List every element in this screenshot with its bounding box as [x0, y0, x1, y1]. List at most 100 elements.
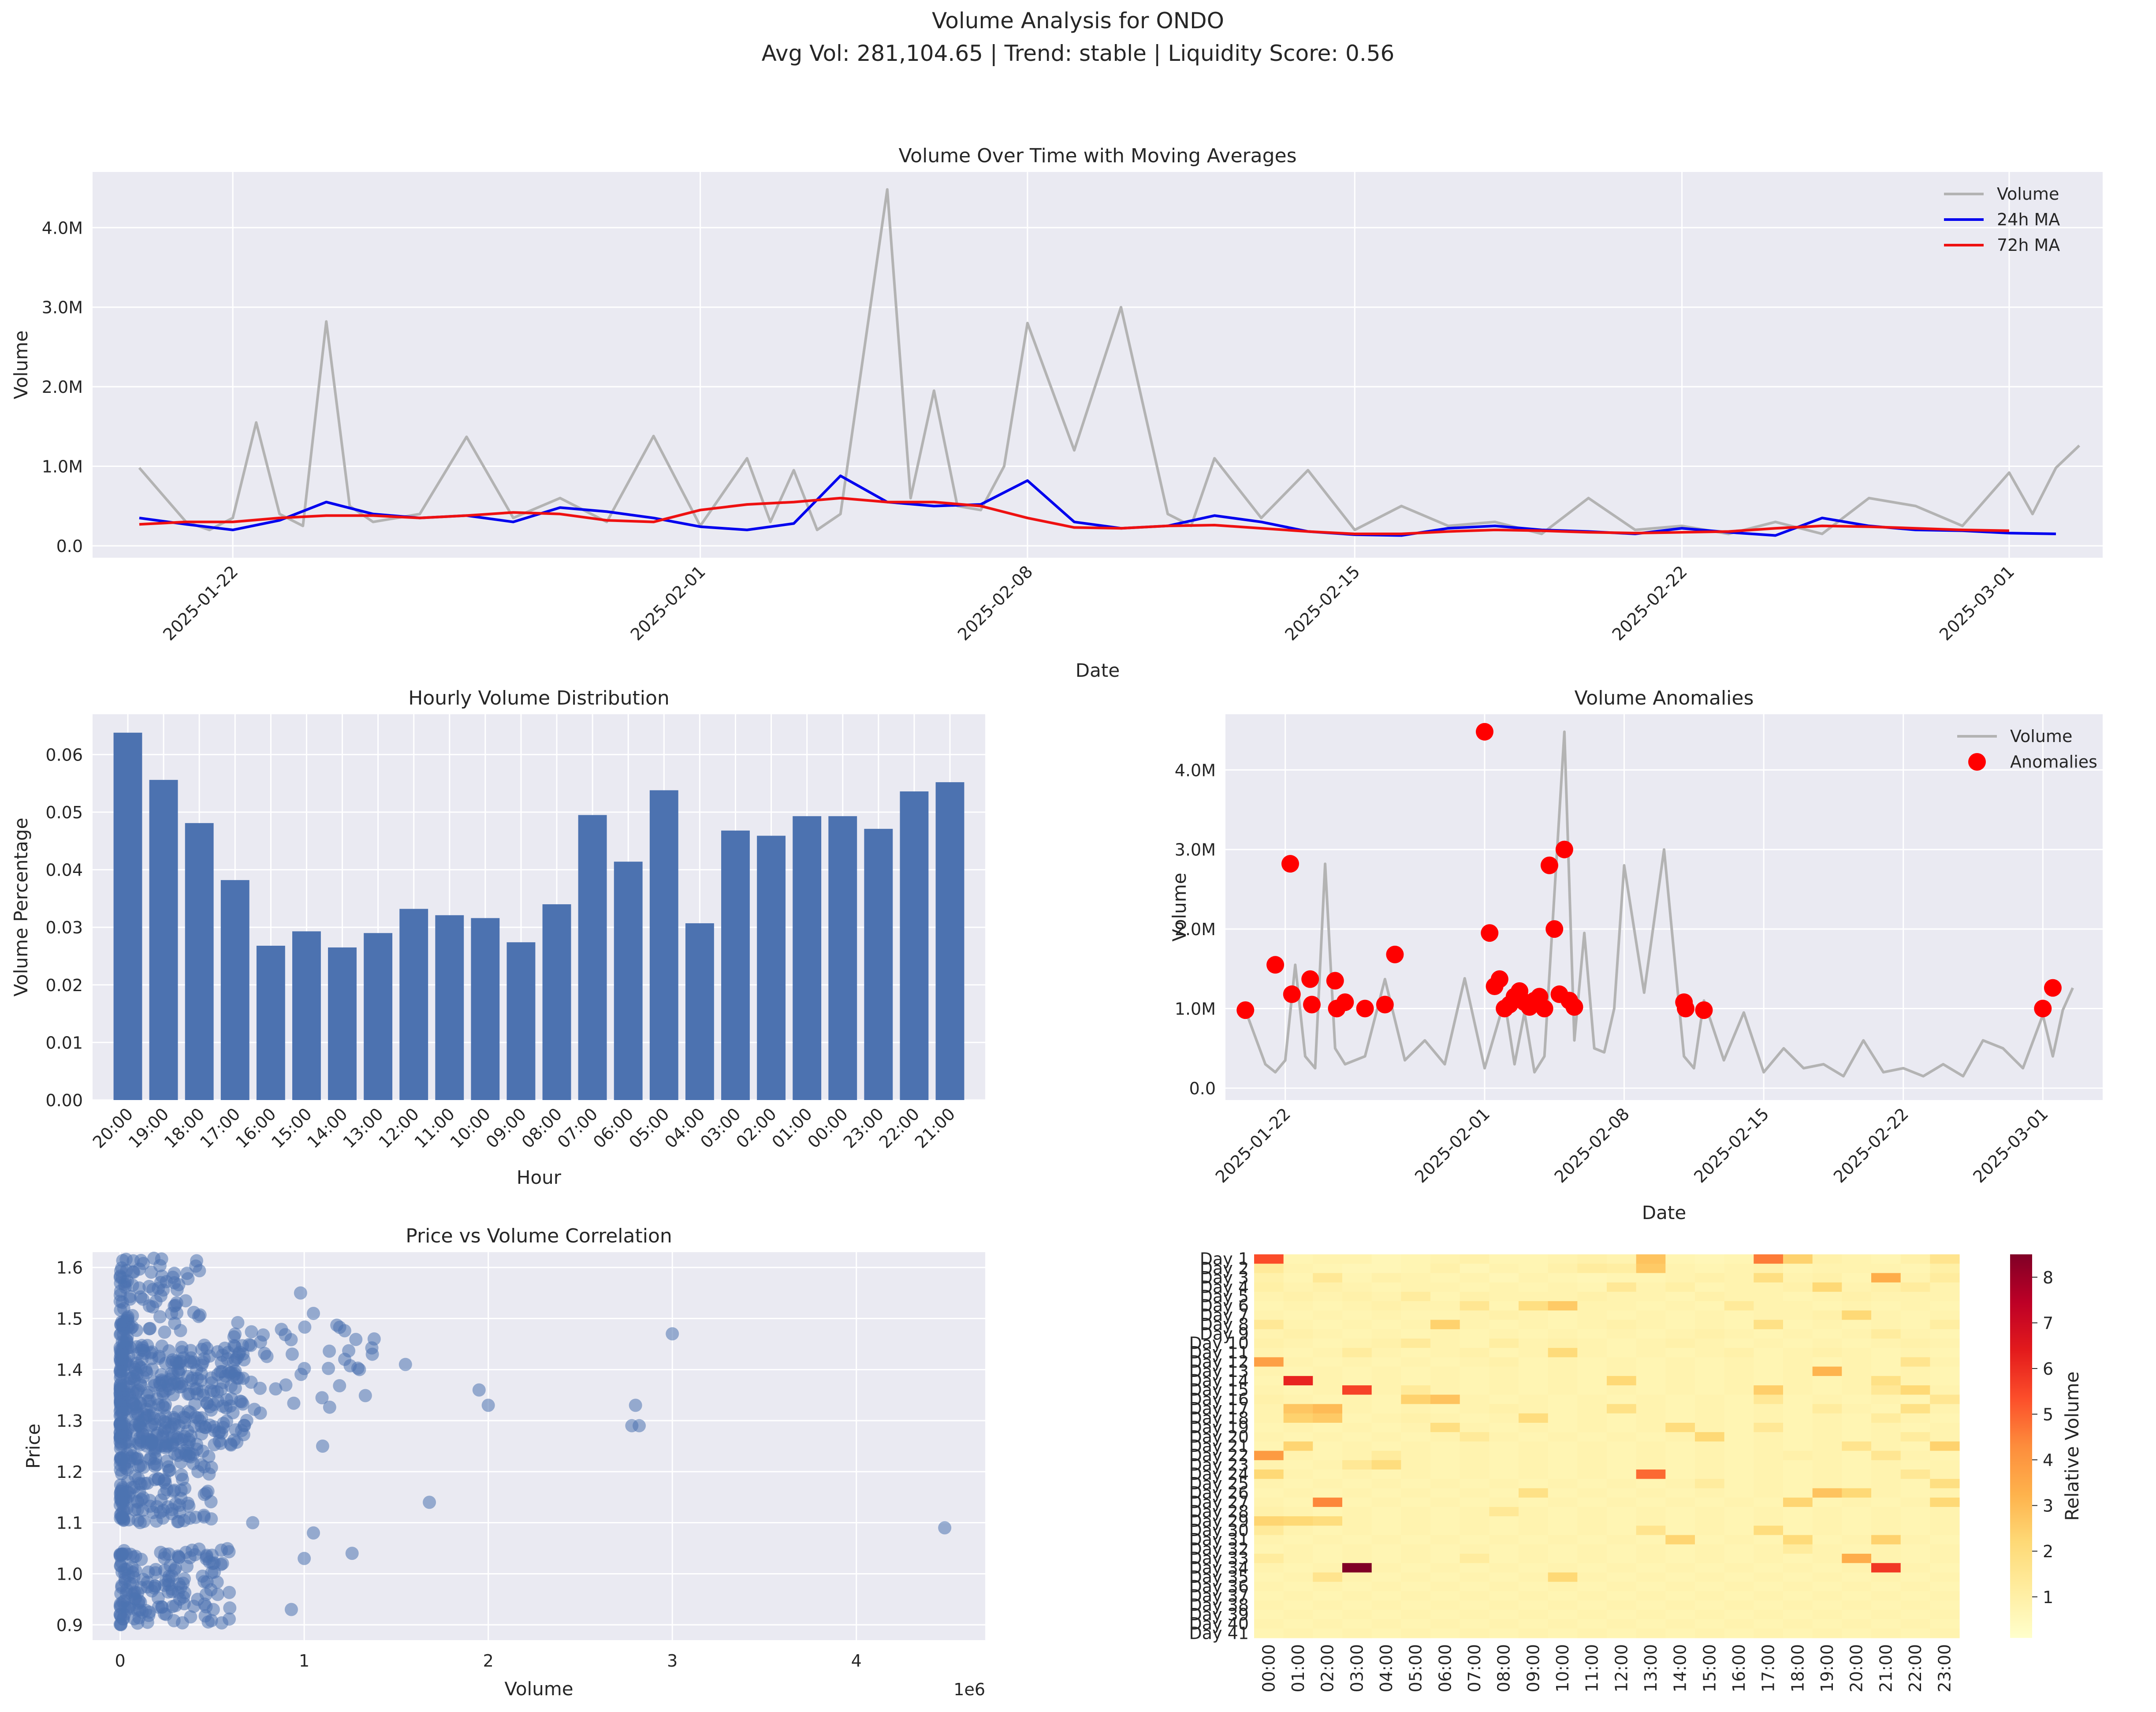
heatmap-cell [1754, 1600, 1784, 1610]
heatmap-cell [1871, 1423, 1901, 1432]
heatmap-cell [1695, 1273, 1725, 1283]
heatmap-cell [1724, 1291, 1754, 1302]
heatmap-col-label: 20:00 [1847, 1644, 1866, 1693]
price-volume-point [148, 1473, 162, 1486]
heatmap-cell [1783, 1329, 1813, 1339]
anomalies-title: Volume Anomalies [1575, 687, 1754, 709]
heatmap-cell [1812, 1254, 1842, 1264]
heatmap-cell [1254, 1507, 1284, 1517]
price-volume-point [223, 1585, 236, 1599]
heatmap-cell [1783, 1572, 1813, 1582]
heatmap-row-label: Day 39 [1189, 1605, 1249, 1624]
heatmap-cell [1695, 1488, 1725, 1498]
heatmap-cell [1548, 1366, 1578, 1376]
heatmap-cell [1548, 1535, 1578, 1545]
heatmap-cell [1871, 1488, 1901, 1498]
heatmap-cell [1371, 1301, 1401, 1311]
heatmap-cell [1695, 1254, 1725, 1264]
heatmap-cell [1607, 1554, 1637, 1563]
heatmap-cell [1607, 1460, 1637, 1470]
heatmap-cell [1842, 1563, 1872, 1573]
heatmap-cell [1460, 1320, 1489, 1330]
heatmap-cell [1812, 1301, 1842, 1311]
hourly-bar [220, 880, 249, 1100]
heatmap-cell [1430, 1600, 1460, 1610]
hourly-ytick-label: 0.03 [45, 918, 83, 937]
heatmap-cell [1607, 1310, 1637, 1320]
heatmap-cell [1871, 1619, 1901, 1629]
price-volume-point [472, 1383, 486, 1397]
heatmap-cell [1313, 1619, 1343, 1629]
heatmap-cell [1548, 1291, 1578, 1302]
heatmap-cell [1313, 1451, 1343, 1461]
heatmap-cell [1695, 1591, 1725, 1601]
heatmap-row-label: Day 5 [1200, 1287, 1249, 1306]
price-volume-xtick-label: 3 [667, 1651, 678, 1671]
heatmap-cell [1519, 1535, 1549, 1545]
heatmap-cell [1577, 1563, 1607, 1573]
heatmap-cell [1313, 1488, 1343, 1498]
heatmap-cell [1636, 1497, 1666, 1507]
heatmap-cell [1607, 1526, 1637, 1536]
heatmap-cell [1254, 1628, 1284, 1638]
heatmap-row-label: Day 26 [1189, 1483, 1249, 1503]
heatmap-cell [1254, 1479, 1284, 1489]
heatmap-cell [1783, 1516, 1813, 1526]
heatmap-cell [1519, 1581, 1549, 1592]
heatmap-cell [1577, 1619, 1607, 1629]
heatmap-col-label: 09:00 [1523, 1644, 1543, 1693]
price-volume-ytick-label: 1.3 [56, 1411, 83, 1431]
heatmap-cell [1430, 1413, 1460, 1423]
heatmap-cell [1607, 1488, 1637, 1498]
heatmap-cell [1754, 1451, 1784, 1461]
heatmap-cell [1871, 1273, 1901, 1283]
heatmap-cell [1548, 1451, 1578, 1461]
heatmap-cell [1665, 1544, 1695, 1554]
heatmap-cell [1489, 1404, 1519, 1414]
heatmap-cell [1519, 1441, 1549, 1451]
heatmap-cell [1254, 1470, 1284, 1479]
price-volume-point [938, 1521, 952, 1535]
heatmap-cell [1342, 1395, 1372, 1405]
heatmap-cell [1754, 1628, 1784, 1638]
heatmap-cell [1607, 1385, 1637, 1395]
price-volume-point [316, 1440, 329, 1453]
price-volume-point [158, 1325, 171, 1339]
heatmap-cell [1636, 1291, 1666, 1302]
heatmap-cell [1754, 1376, 1784, 1386]
heatmap-cell [1665, 1423, 1695, 1432]
heatmap-cell [1871, 1329, 1901, 1339]
heatmap-cell [1900, 1451, 1930, 1461]
price-volume-point [115, 1396, 129, 1410]
heatmap-cell [1724, 1507, 1754, 1517]
heatmap-cell [1430, 1554, 1460, 1563]
price-volume-point [215, 1543, 228, 1557]
heatmap-cell [1401, 1535, 1431, 1545]
price-volume-point [298, 1320, 312, 1334]
heatmap-cell [1313, 1526, 1343, 1536]
heatmap-cell [1577, 1423, 1607, 1432]
heatmap-col-label: 14:00 [1671, 1644, 1690, 1693]
heatmap-cell [1871, 1441, 1901, 1451]
heatmap-cell [1283, 1479, 1313, 1489]
anomaly-point [1266, 956, 1285, 974]
heatmap-cell [1489, 1507, 1519, 1517]
heatmap-cell [1930, 1339, 1960, 1348]
hourly-xtick-label: 04:00 [661, 1104, 709, 1152]
heatmap-cell [1695, 1470, 1725, 1479]
heatmap-cell [1695, 1460, 1725, 1470]
heatmap-col-label: 22:00 [1906, 1644, 1925, 1693]
heatmap-cell [1401, 1554, 1431, 1563]
heatmap-cell [1812, 1563, 1842, 1573]
heatmap-cell [1842, 1348, 1872, 1358]
heatmap-cell [1930, 1544, 1960, 1554]
heatmap-cell [1313, 1581, 1343, 1592]
volume-time-xtick-label: 2025-01-22 [159, 562, 242, 644]
heatmap-cell [1371, 1497, 1401, 1507]
heatmap-cell [1371, 1600, 1401, 1610]
heatmap-cell [1283, 1488, 1313, 1498]
price-volume-point [113, 1378, 127, 1392]
heatmap-cell [1930, 1413, 1960, 1423]
hourly-title: Hourly Volume Distribution [408, 687, 670, 709]
heatmap-cell [1519, 1395, 1549, 1405]
